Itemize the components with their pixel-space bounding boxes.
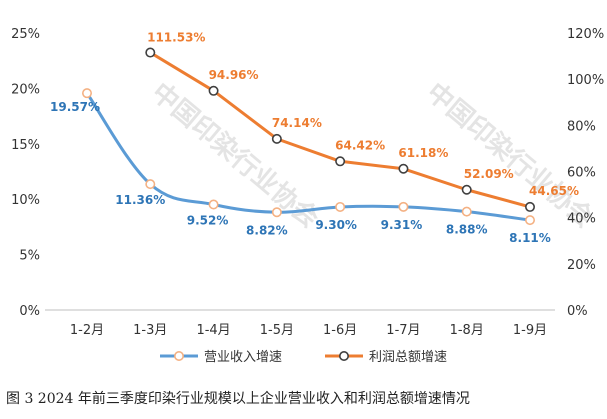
x-tick-label: 1-4月 [196,323,230,338]
legend-label-profit: 利润总额增速 [369,350,447,365]
data-point-profit [398,163,409,174]
x-tick-label: 1-9月 [513,323,547,338]
x-tick-label: 1-5月 [260,323,294,338]
data-point-profit [335,156,346,167]
y-left-tick-label: 10% [11,193,40,208]
data-point-profit [208,85,219,96]
legend-label-revenue: 营业收入增速 [204,350,282,365]
y-left-tick-label: 0% [19,304,40,319]
data-point-profit [271,133,282,144]
axes: 0% 5% 10% 15% 20% 25% 0% 20% 40% 60% 80% 100% 120% 1-… [11,27,604,338]
data-label-profit: 52.09% [464,167,514,181]
y-right-tick-label: 0% [567,304,588,319]
data-point-revenue [82,88,93,99]
y-left-tick-label: 20% [11,82,40,97]
data-point-revenue [208,199,219,210]
y-right-tick-label: 100% [567,73,604,88]
y-right-tick-label: 120% [567,27,604,42]
data-labels: 19.57% 11.36% 9.52% 8.82% 9.30% 9.31% 8.88% 8.1… [50,31,579,246]
data-label-revenue: 8.11% [509,231,551,245]
data-label-profit: 64.42% [335,138,385,152]
data-point-revenue [271,207,282,218]
data-label-revenue: 8.82% [246,223,288,237]
legend-marker-profit [338,350,349,361]
data-label-profit: 74.14% [272,116,322,130]
dual-axis-line-chart: 中国印染行业协会 中国印染行业协会 0%5%10%15%20%25%0%20%40… [11,27,604,365]
x-tick-label: 1-3月 [133,323,167,338]
data-label-revenue: 19.57% [50,100,100,114]
y-right-tick-label: 80% [567,119,596,134]
y-right-tick-label: 60% [567,166,596,181]
data-label-profit: 94.96% [209,68,259,82]
y-right-tick-label: 40% [567,212,596,227]
x-tick-label: 1-7月 [386,323,420,338]
y-left-tick-label: 5% [19,249,40,264]
data-point-revenue [145,179,156,190]
data-point-revenue [335,201,346,212]
data-label-revenue: 9.52% [187,214,229,228]
data-label-profit: 111.53% [147,31,205,45]
data-label-profit: 44.65% [529,184,579,198]
data-point-profit [461,184,472,195]
data-label-profit: 61.18% [398,146,448,160]
x-tick-label: 1-6月 [323,323,357,338]
data-point-revenue [461,206,472,217]
x-tick-label: 1-8月 [450,323,484,338]
y-left-tick-label: 25% [11,27,40,42]
y-right-tick-label: 20% [567,258,596,273]
data-point-revenue [524,215,535,226]
y-left-tick-label: 15% [11,138,40,153]
data-point-profit [145,47,156,58]
series [82,47,535,226]
legend: 营业收入增速 利润总额增速 [160,350,447,365]
legend-marker-revenue [174,350,185,361]
data-point-revenue [398,201,409,212]
data-label-revenue: 11.36% [115,193,165,207]
data-label-revenue: 9.30% [315,218,357,232]
data-label-revenue: 8.88% [446,223,488,237]
figure-caption: 图 3 2024 年前三季度印染行业规模以上企业营业收入和利润总额增速情况 [6,391,470,407]
data-point-profit [524,201,535,212]
x-tick-label: 1-2月 [70,323,104,338]
data-label-revenue: 9.31% [381,218,423,232]
